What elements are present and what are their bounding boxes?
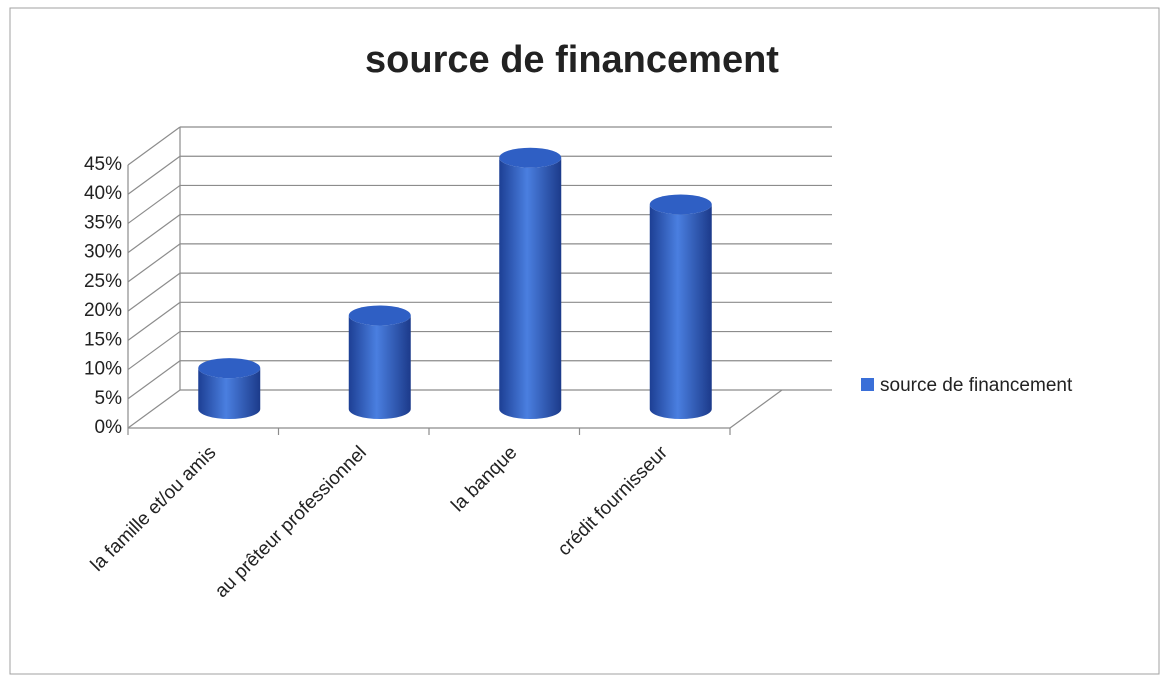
bar — [348, 315, 411, 419]
grid-line — [127, 214, 181, 254]
bar — [198, 368, 261, 419]
bar-top — [198, 358, 261, 379]
grid-line — [127, 360, 181, 400]
y-tick-label: 20% — [84, 300, 122, 321]
grid-line — [127, 389, 181, 429]
y-tick-label: 10% — [84, 359, 122, 380]
y-tick-label: 15% — [84, 329, 122, 350]
grid-line — [127, 155, 181, 195]
grid-line — [127, 243, 181, 283]
y-tick-label: 0% — [95, 417, 123, 438]
bar-top — [348, 305, 411, 326]
grid-line — [127, 301, 181, 341]
y-tick-label: 5% — [95, 388, 123, 409]
grid-line — [127, 272, 181, 312]
y-tick-label: 45% — [84, 154, 122, 175]
y-tick-label: 40% — [84, 183, 122, 204]
bar-top — [499, 147, 562, 168]
chart-title: source de financement — [365, 39, 779, 81]
bar — [499, 157, 562, 419]
legend-swatch — [861, 378, 874, 391]
floor-edge — [729, 389, 783, 429]
grid-line — [127, 126, 181, 166]
grid-line — [127, 331, 181, 371]
y-tick-label: 35% — [84, 212, 122, 233]
grid-line — [127, 184, 181, 224]
bar — [649, 204, 712, 419]
legend-label: source de financement — [880, 375, 1073, 396]
y-tick-label: 25% — [84, 271, 122, 292]
y-tick-label: 30% — [84, 242, 122, 263]
chart-border — [9, 7, 1160, 675]
bar-top — [649, 194, 712, 215]
